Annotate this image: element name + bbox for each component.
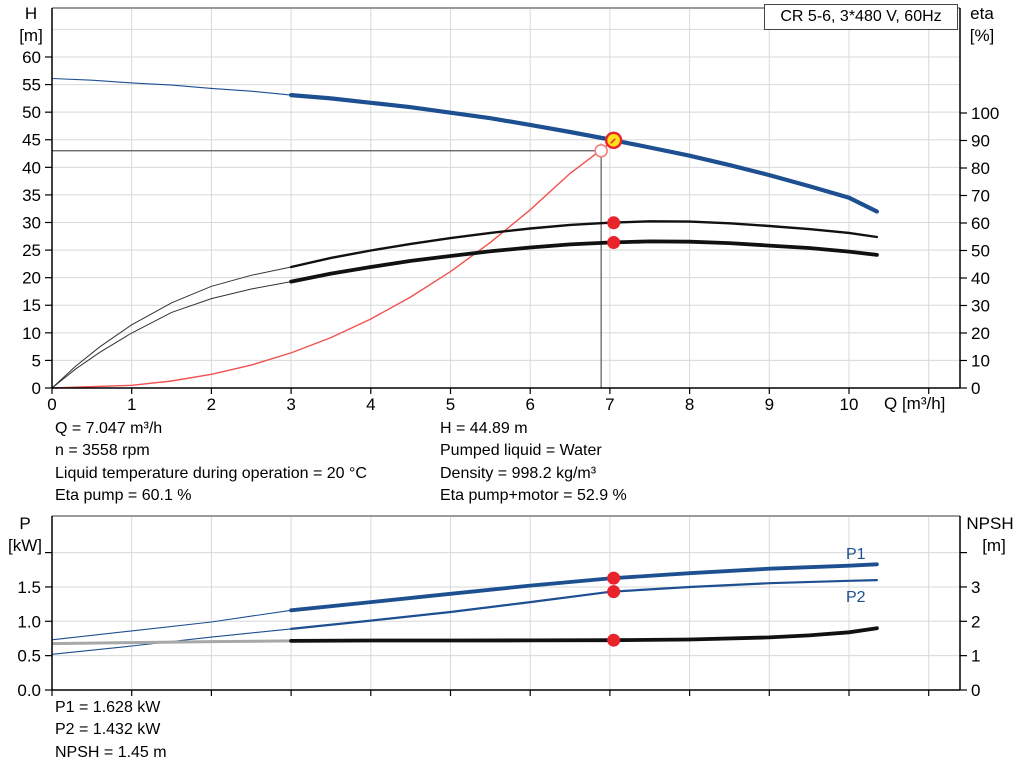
pump-model-box: CR 5-6, 3*480 V, 60Hz	[764, 4, 958, 30]
left-tick-label: 60	[22, 48, 41, 67]
series-head-thin	[51, 77, 292, 96]
x-tick-label: 0	[47, 395, 56, 414]
right-tick-label: 60	[971, 214, 990, 233]
right-tick-label: 0	[971, 681, 980, 700]
series-eta-pump	[289, 220, 879, 269]
series-eta-pump-motor	[289, 239, 879, 284]
result-speed: n = 3558 rpm	[55, 442, 150, 460]
left-tick-label: 15	[22, 296, 41, 315]
left-tick-label: 55	[22, 76, 41, 95]
x-tick-label: 10	[840, 395, 859, 414]
right-tick-label: 30	[971, 297, 990, 316]
right-tick-label: 20	[971, 324, 990, 343]
right-tick-label: 70	[971, 187, 990, 206]
right-tick-label: 2	[971, 612, 980, 631]
result-head: H = 44.89 m	[440, 420, 528, 437]
q-axis-label: Q [m³/h]	[884, 394, 946, 413]
left-tick-label: 0.0	[17, 681, 41, 700]
right-tick-label: 40	[971, 269, 990, 288]
right-tick-label: 0	[971, 379, 980, 398]
x-tick-label: 9	[765, 395, 774, 414]
result-block-right: H = 44.89 m Pumped liquid = Water Densit…	[440, 418, 627, 508]
series-P1-thin	[51, 609, 292, 641]
left-tick-label: 30	[22, 213, 41, 232]
result-block-left: Q = 7.047 m³/h n = 3558 rpm Liquid tempe…	[55, 418, 367, 508]
h-axis-unit: [m]	[19, 26, 43, 45]
result-block-bottom: P1 = 1.628 kW P2 = 1.432 kW NPSH = 1.45 …	[55, 697, 167, 764]
requested-duty-point	[594, 143, 608, 158]
left-tick-label: 25	[22, 241, 41, 260]
right-tick-label: 90	[971, 132, 990, 151]
x-tick-label: 8	[685, 395, 694, 414]
p-axis-unit: [kW]	[8, 536, 42, 555]
p-axis-label: P	[19, 514, 31, 533]
x-tick-label: 7	[605, 395, 614, 414]
result-density: Density = 998.2 kg/m³	[440, 464, 597, 482]
x-tick-label: 5	[446, 395, 455, 414]
result-npsh: NPSH = 1.45 m	[55, 743, 167, 761]
left-tick-label: 50	[22, 103, 41, 122]
npsh-axis-unit: [m]	[982, 536, 1006, 555]
right-tick-label: 50	[971, 242, 990, 261]
marker-dot	[607, 633, 621, 647]
result-pumped-liquid: Pumped liquid = Water	[440, 442, 602, 460]
left-tick-label: 35	[22, 186, 41, 205]
head-efficiency-chart: 0 1 2 3 4 5 6 7 8 9 100510152025303540455055600102…	[22, 7, 999, 414]
h-axis-label: H	[24, 4, 38, 23]
left-tick-label: 0	[32, 379, 41, 398]
left-tick-label: 5	[32, 351, 41, 370]
eta-axis-unit: [%]	[969, 26, 995, 45]
right-tick-label: 100	[971, 104, 999, 123]
x-tick-label: 2	[207, 395, 216, 414]
left-tick-label: 20	[22, 269, 41, 288]
series-eta-pump-motor-thin	[51, 281, 292, 389]
result-flow: Q = 7.047 m³/h	[55, 420, 163, 437]
x-tick-label: 4	[366, 395, 375, 414]
marker-dot	[607, 571, 621, 585]
marker-dot	[607, 585, 621, 599]
npsh-axis-label: NPSH	[966, 514, 1014, 533]
left-tick-label: 45	[22, 131, 41, 150]
series-head	[289, 93, 879, 214]
x-tick-label: 1	[127, 395, 136, 414]
series-label-P1: P1	[846, 546, 866, 563]
result-p2: P2 = 1.432 kW	[55, 721, 161, 739]
power-npsh-chart: P1 P2 0.0 0.5 1.0 1.5 0 1 2 3	[17, 515, 980, 700]
series-label-P2: P2	[846, 589, 866, 606]
marker-dot	[607, 236, 621, 250]
series-NPSH-thin	[51, 639, 292, 646]
series-NPSH	[289, 626, 879, 643]
result-liquid-temp: Liquid temperature during operation = 20…	[55, 464, 367, 482]
left-tick-label: 1.0	[17, 612, 41, 631]
marker-dot	[607, 216, 621, 230]
series-eta-pump-thin	[51, 266, 292, 389]
right-tick-label: 3	[971, 578, 980, 597]
right-tick-label: 80	[971, 159, 990, 178]
right-tick-label: 10	[971, 352, 990, 371]
left-tick-label: 1.5	[17, 578, 41, 597]
x-tick-label: 3	[286, 395, 295, 414]
left-tick-label: 0.5	[17, 647, 41, 666]
x-tick-label: 6	[525, 395, 534, 414]
result-eta-pump-motor: Eta pump+motor = 52.9 %	[440, 487, 627, 505]
eta-axis-label: eta	[970, 4, 994, 23]
right-tick-label: 1	[971, 647, 980, 666]
pump-model-label: CR 5-6, 3*480 V, 60Hz	[780, 8, 942, 25]
left-tick-label: 40	[22, 158, 41, 177]
result-eta-pump: Eta pump = 60.1 %	[55, 487, 192, 505]
left-tick-label: 10	[22, 324, 41, 343]
result-p1: P1 = 1.628 kW	[55, 699, 161, 716]
series-system-curve	[51, 140, 613, 389]
